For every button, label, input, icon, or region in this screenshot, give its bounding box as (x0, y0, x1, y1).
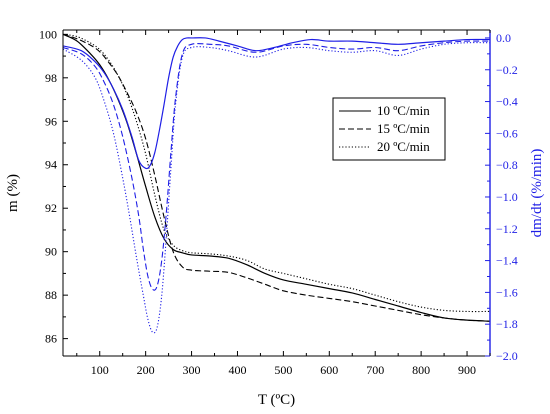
curve-layer (63, 33, 490, 334)
y-right-tick-label: −1.6 (496, 285, 518, 299)
mass-curve-15 (63, 33, 490, 322)
y-right-tick-label: −0.2 (496, 63, 518, 77)
x-tick-label: 400 (228, 363, 246, 377)
y-left-tick-label: 86 (45, 332, 57, 346)
y-left-tick-label: 96 (45, 114, 57, 128)
y-right-tick-label: −1.8 (496, 317, 518, 331)
x-tick-label: 100 (91, 363, 109, 377)
derivative-curve-15 (63, 40, 490, 291)
y-left-tick-label: 100 (39, 27, 57, 41)
axes-layer: 100 200 300 400 500 600 700 800 900 86 88 90 92 94 96 9… (5, 27, 545, 408)
y-right-tick-label: −1.2 (496, 222, 518, 236)
y-left-tick-label: 94 (45, 158, 57, 172)
x-tick-label: 500 (274, 363, 292, 377)
x-tick-label: 300 (183, 363, 201, 377)
y-left-tick-label: 88 (45, 288, 57, 302)
derivative-curve-20 (63, 42, 490, 334)
y-axis-right-title: dm/dt (%/min) (529, 149, 545, 238)
derivative-curve-10 (63, 37, 490, 170)
x-tick-label: 200 (137, 363, 155, 377)
y-right-tick-label: −2.0 (496, 349, 518, 363)
x-tick-label: 700 (366, 363, 384, 377)
legend: 10 ºC/min 15 ºC/min 20 ºC/min (332, 97, 446, 161)
y-right-tick-label: −1.4 (496, 254, 518, 268)
legend-label: 10 ºC/min (377, 103, 430, 118)
legend-label: 20 ºC/min (377, 139, 430, 154)
y-right-tick-label: 0.0 (496, 31, 511, 45)
y-right-tick-label: −1.0 (496, 190, 518, 204)
y-left-tick-label: 90 (45, 245, 57, 259)
mass-curve-20 (63, 33, 490, 313)
y-left-tick-label: 98 (45, 71, 57, 85)
mass-curve-10 (63, 33, 490, 322)
y-right-tick-label: −0.4 (496, 95, 518, 109)
x-tick-label: 800 (412, 363, 430, 377)
y-axis-left-title: m (%) (5, 174, 21, 212)
y-right-tick-label: −0.6 (496, 126, 518, 140)
legend-label: 15 ºC/min (377, 121, 430, 136)
x-tick-label: 600 (320, 363, 338, 377)
x-tick-label: 900 (458, 363, 476, 377)
y-right-tick-label: −0.8 (496, 158, 518, 172)
x-axis-title: T (ºC) (258, 392, 295, 408)
y-left-tick-label: 92 (45, 201, 57, 215)
